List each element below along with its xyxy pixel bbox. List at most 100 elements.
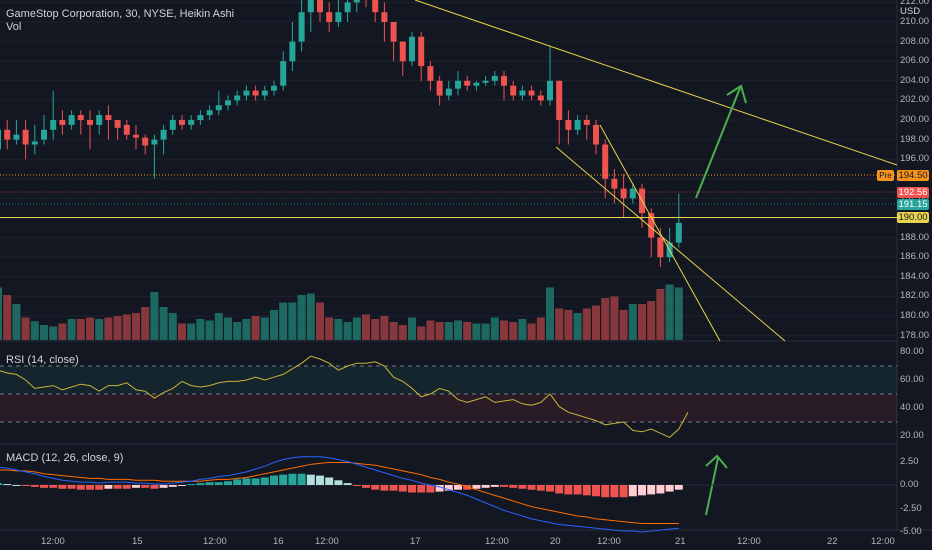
volume-bar [12, 304, 21, 340]
macd-histogram-bar [86, 485, 94, 490]
macd-histogram-bar [251, 478, 260, 485]
rsi-axis-label: 20.00 [900, 430, 924, 441]
macd-histogram-bar [187, 484, 196, 486]
candle-body [317, 0, 323, 13]
macd-histogram-bar [408, 485, 416, 493]
volume-bar [610, 296, 619, 340]
volume-label: Vol [6, 21, 22, 33]
macd-histogram-bar [233, 479, 242, 485]
candle-body [77, 115, 84, 120]
macd-histogram-bar [168, 485, 177, 487]
symbol-legend: GameStop Corporation, 30, NYSE, Heikin A… [6, 8, 234, 21]
time-axis-label: 15 [132, 536, 143, 547]
macd-histogram-bar [242, 478, 251, 485]
candle-body [22, 129, 29, 145]
volume-bar [435, 322, 444, 340]
price-axis-label: 178.00 [900, 329, 930, 341]
volume-bar [86, 317, 94, 340]
candle-body [31, 141, 38, 145]
volume-bar [592, 305, 600, 340]
volume-bar [150, 292, 159, 340]
volume-bar [205, 320, 214, 340]
macd-histogram-bar [334, 480, 343, 485]
volume-bar [113, 316, 122, 340]
candle-body [123, 124, 130, 135]
macd-histogram-bar [122, 485, 131, 489]
candle-body [298, 12, 305, 42]
breakout-arrow-head [726, 84, 747, 104]
time-axis-label: 17 [410, 536, 421, 547]
macd-axis-label: 0.00 [900, 479, 919, 490]
candle-body [602, 144, 609, 179]
time-axis-label: 12:00 [737, 536, 761, 547]
volume-bar [472, 323, 481, 340]
volume-bar [582, 308, 591, 340]
volume-bar [481, 323, 490, 340]
macd-histogram-bar [628, 485, 637, 497]
macd-histogram-bar [398, 485, 407, 492]
candle-body [151, 139, 158, 145]
volume-bar [279, 302, 288, 340]
macd-histogram-bar [76, 485, 85, 490]
time-axis-label: 22 [827, 536, 838, 547]
macd-histogram-bar [297, 473, 306, 485]
macd-histogram-bar [40, 485, 48, 488]
volume-bar [270, 310, 278, 340]
channel-upper-line [599, 124, 721, 342]
macd-axis-label: 2.50 [900, 455, 919, 467]
macd-histogram-bar [95, 485, 104, 490]
candle-body [390, 22, 397, 42]
macd-histogram-bar [67, 485, 76, 489]
candle-body [574, 120, 581, 130]
macd-histogram-bar [389, 485, 398, 491]
macd-histogram-bar [224, 481, 232, 485]
volume-bar [49, 326, 58, 340]
volume-bar [638, 304, 646, 340]
candle-body [87, 120, 93, 125]
candle-body [41, 129, 47, 140]
macd-histogram-bar [288, 473, 297, 485]
macd-line [0, 456, 679, 533]
macd-histogram-bar [325, 477, 334, 485]
volume-bar [426, 320, 435, 340]
volume-bar [224, 317, 232, 340]
candle-body [482, 80, 489, 83]
volume-bar [132, 313, 140, 340]
macd-histogram-bar [417, 485, 426, 493]
price-axis-label: 210.00 [900, 16, 930, 27]
candle-body [188, 120, 195, 125]
macd-histogram-bar [380, 485, 389, 491]
macd-histogram-bar [592, 485, 600, 497]
candle-body [197, 115, 204, 120]
symbol-title: GameStop Corporation, 30, NYSE, Heikin A… [6, 8, 235, 20]
price-axis-label: 186.00 [900, 251, 930, 263]
candle-body [335, 12, 342, 22]
candle-body [4, 129, 11, 140]
macd-histogram-bar [426, 485, 435, 493]
time-axis-label: 12:00 [315, 536, 339, 547]
candle-body [381, 12, 388, 22]
breakout-arrow [695, 87, 741, 199]
price-axis-label: 200.00 [900, 114, 930, 125]
volume-bar [408, 317, 416, 340]
volume-bar [518, 319, 527, 340]
rsi-axis-label: 80.00 [900, 346, 924, 357]
volume-bar [297, 295, 306, 340]
volume-bar [380, 316, 389, 340]
time-axis-label: 12:00 [203, 536, 227, 547]
volume-bar [444, 322, 453, 340]
rsi-oversold-band [0, 394, 897, 422]
macd-histogram-bar [546, 485, 554, 492]
time-axis-label: 21 [675, 536, 686, 547]
candle-body [243, 90, 250, 96]
volume-bar [67, 319, 76, 340]
volume-bar [58, 323, 67, 340]
macd-histogram-bar [601, 485, 610, 498]
price-axis-label: 208.00 [900, 35, 930, 47]
candle-body [13, 134, 20, 140]
candle-body [427, 66, 434, 81]
candle-body [648, 213, 655, 238]
candle-body [611, 178, 618, 189]
